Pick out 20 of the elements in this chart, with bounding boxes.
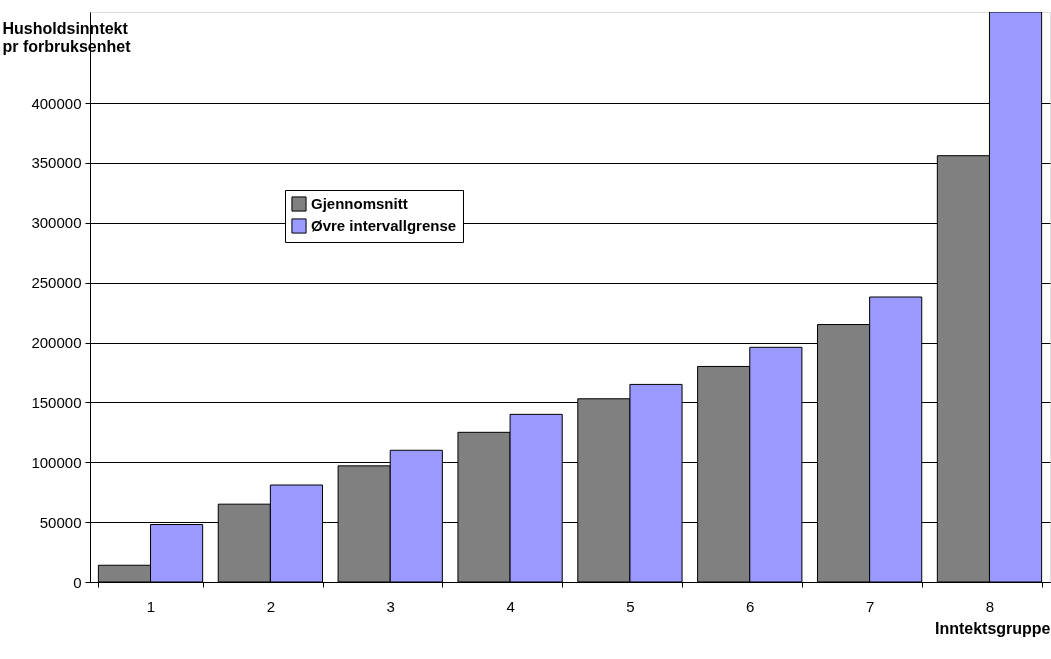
y-tick-label: 100000 (31, 453, 82, 471)
x-tick-label: 7 (865, 597, 875, 615)
y-tick-label: 400000 (31, 94, 82, 112)
y-tick-label: 200000 (31, 334, 82, 351)
legend-label: Øvre intervallgrense (311, 217, 457, 234)
y-tick-label: 250000 (31, 274, 82, 292)
x-tick-label: 4 (506, 597, 515, 615)
legend-label: Gjennomsnitt (311, 195, 408, 212)
x-tick-label: 1 (146, 597, 156, 615)
y-tick-label: 300000 (31, 214, 82, 232)
x-tick-label: 8 (985, 597, 995, 615)
x-axis-title: Inntektsgruppe (934, 619, 1051, 637)
y-tick-label: 0 (73, 573, 82, 591)
x-tick-label: 3 (386, 597, 395, 615)
x-tick-label: 6 (746, 597, 755, 615)
x-tick-label: 2 (266, 597, 276, 615)
x-tick-label: 5 (626, 597, 635, 615)
y-tick-label: 150000 (31, 393, 82, 411)
y-tick-label: 350000 (31, 154, 82, 172)
y-tick-label: 50000 (39, 513, 82, 531)
